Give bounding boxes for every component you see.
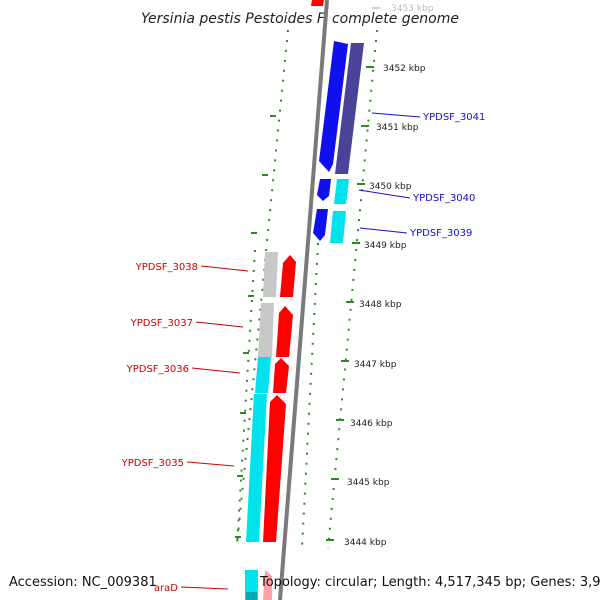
cds-ypdsf-3035[interactable] [246, 394, 267, 542]
gene-label[interactable]: YPDSF_3040 [412, 193, 475, 204]
backbone-outline-inner [301, 242, 319, 549]
gene-label[interactable]: araD [154, 583, 178, 594]
gene-ypdsf-3040[interactable] [317, 179, 331, 201]
accession-label: Accession: NC_009381 [9, 575, 157, 590]
gene-label[interactable]: YPDSF_3038 [135, 262, 198, 273]
gene-forward-top[interactable] [311, 0, 324, 6]
ruler-tick-label: 3453 kbp [391, 4, 434, 14]
genome-title: Yersinia pestis Pestoides F, complete ge… [141, 11, 459, 27]
ruler-tick-label: 3451 kbp [376, 123, 419, 133]
genome-summary: Topology: circular; Length: 4,517,345 bp… [260, 575, 600, 590]
left-minor-ticks [235, 115, 276, 538]
genome-axis [278, 0, 329, 600]
cds-ypdsf-3038[interactable] [263, 252, 278, 297]
ruler-tick-label: 3444 kbp [344, 538, 387, 548]
ruler-tick-label: 3450 kbp [369, 182, 412, 192]
gene-arad[interactable] [263, 570, 272, 600]
ruler-tick-label: 3446 kbp [350, 419, 393, 429]
gene-label[interactable]: YPDSF_3036 [126, 364, 189, 375]
backbone-outline-left [236, 29, 289, 546]
label-leaders [180, 112, 421, 590]
gene-ypdsf-3041[interactable] [319, 41, 348, 172]
ruler: 3452 kbp 3451 kbp 3450 kbp 3449 kbp 3448… [326, 64, 426, 548]
cds-ypdsf-3040[interactable] [334, 179, 349, 204]
gene-ypdsf-3038[interactable] [280, 255, 296, 297]
cds-ypdsf-3039[interactable] [330, 211, 346, 243]
gene-label[interactable]: YPDSF_3035 [121, 458, 184, 469]
ruler-tick-label: 3448 kbp [359, 300, 402, 310]
gene-label[interactable]: YPDSF_3039 [409, 228, 472, 239]
gene-ypdsf-3039[interactable] [313, 209, 328, 241]
cds-ypdsf-3036[interactable] [255, 357, 271, 393]
ruler-tick-label: 3452 kbp [383, 64, 426, 74]
cds-ypdsf-3037[interactable] [258, 303, 274, 357]
gene-ypdsf-3035[interactable] [263, 395, 286, 542]
ruler-tick-label: 3449 kbp [364, 241, 407, 251]
gene-label[interactable]: YPDSF_3041 [422, 112, 485, 123]
cds-ypdsf-3041[interactable] [335, 43, 364, 174]
ruler-tick-label: 3447 kbp [354, 360, 397, 370]
backbone-outline-right [327, 29, 378, 549]
ruler-tick-label: 3445 kbp [347, 478, 390, 488]
gene-ypdsf-3037[interactable] [276, 306, 293, 357]
cds-arad-lower[interactable] [246, 592, 257, 600]
gene-ypdsf-3036[interactable] [273, 358, 289, 393]
gene-label[interactable]: YPDSF_3037 [130, 318, 193, 329]
